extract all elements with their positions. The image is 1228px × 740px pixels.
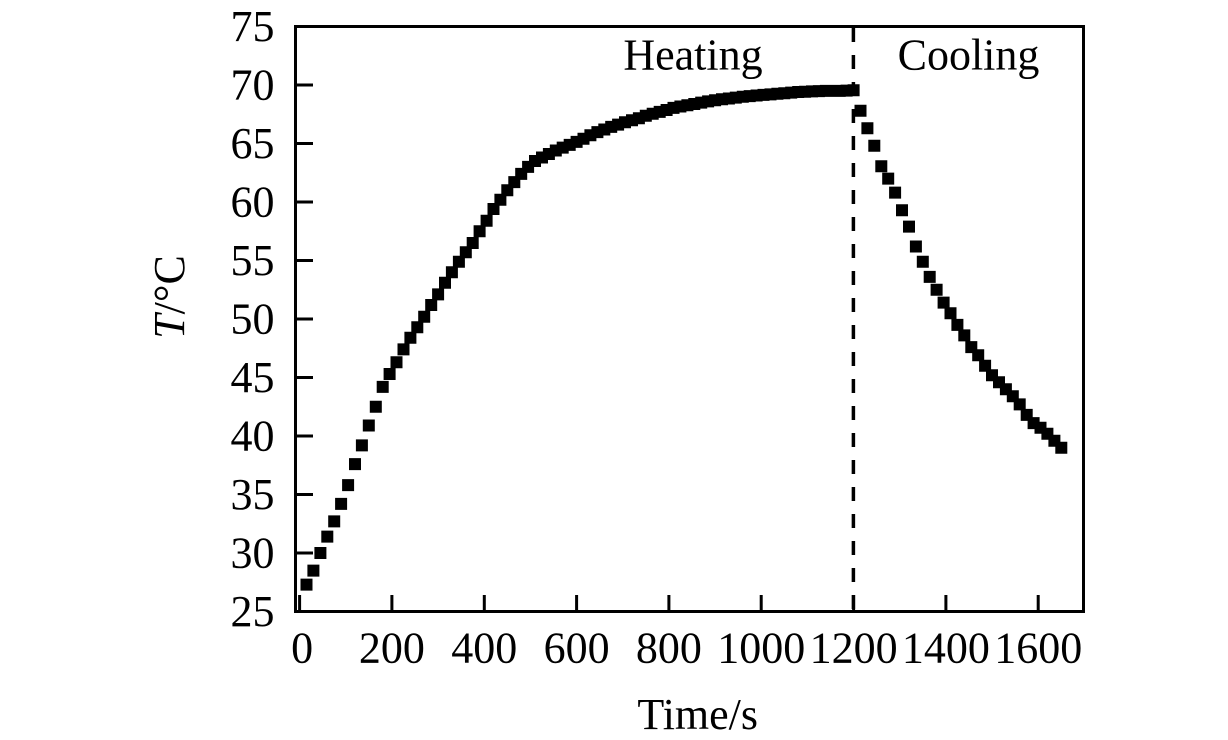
svg-text:200: 200 [359, 624, 425, 673]
svg-text:45: 45 [231, 353, 275, 402]
svg-text:1600: 1600 [994, 624, 1082, 673]
svg-text:50: 50 [231, 295, 275, 344]
svg-text:55: 55 [231, 236, 275, 285]
svg-text:35: 35 [231, 470, 275, 519]
svg-text:25: 25 [231, 587, 275, 636]
svg-text:65: 65 [231, 119, 275, 168]
svg-text:1200: 1200 [810, 624, 898, 673]
svg-text:Time/s: Time/s [637, 690, 758, 739]
svg-text:70: 70 [231, 61, 275, 110]
svg-text:800: 800 [636, 624, 702, 673]
svg-text:40: 40 [231, 412, 275, 461]
svg-text:75: 75 [231, 2, 275, 51]
svg-text:60: 60 [231, 178, 275, 227]
svg-text:1400: 1400 [902, 624, 990, 673]
svg-text:0: 0 [291, 624, 313, 673]
svg-text:600: 600 [544, 624, 610, 673]
svg-text:400: 400 [451, 624, 517, 673]
svg-text:Cooling: Cooling [898, 31, 1040, 80]
svg-text:Heating: Heating [623, 31, 762, 80]
svg-text:30: 30 [231, 529, 275, 578]
svg-text:T/°C: T/°C [145, 255, 194, 339]
svg-text:1000: 1000 [717, 624, 805, 673]
